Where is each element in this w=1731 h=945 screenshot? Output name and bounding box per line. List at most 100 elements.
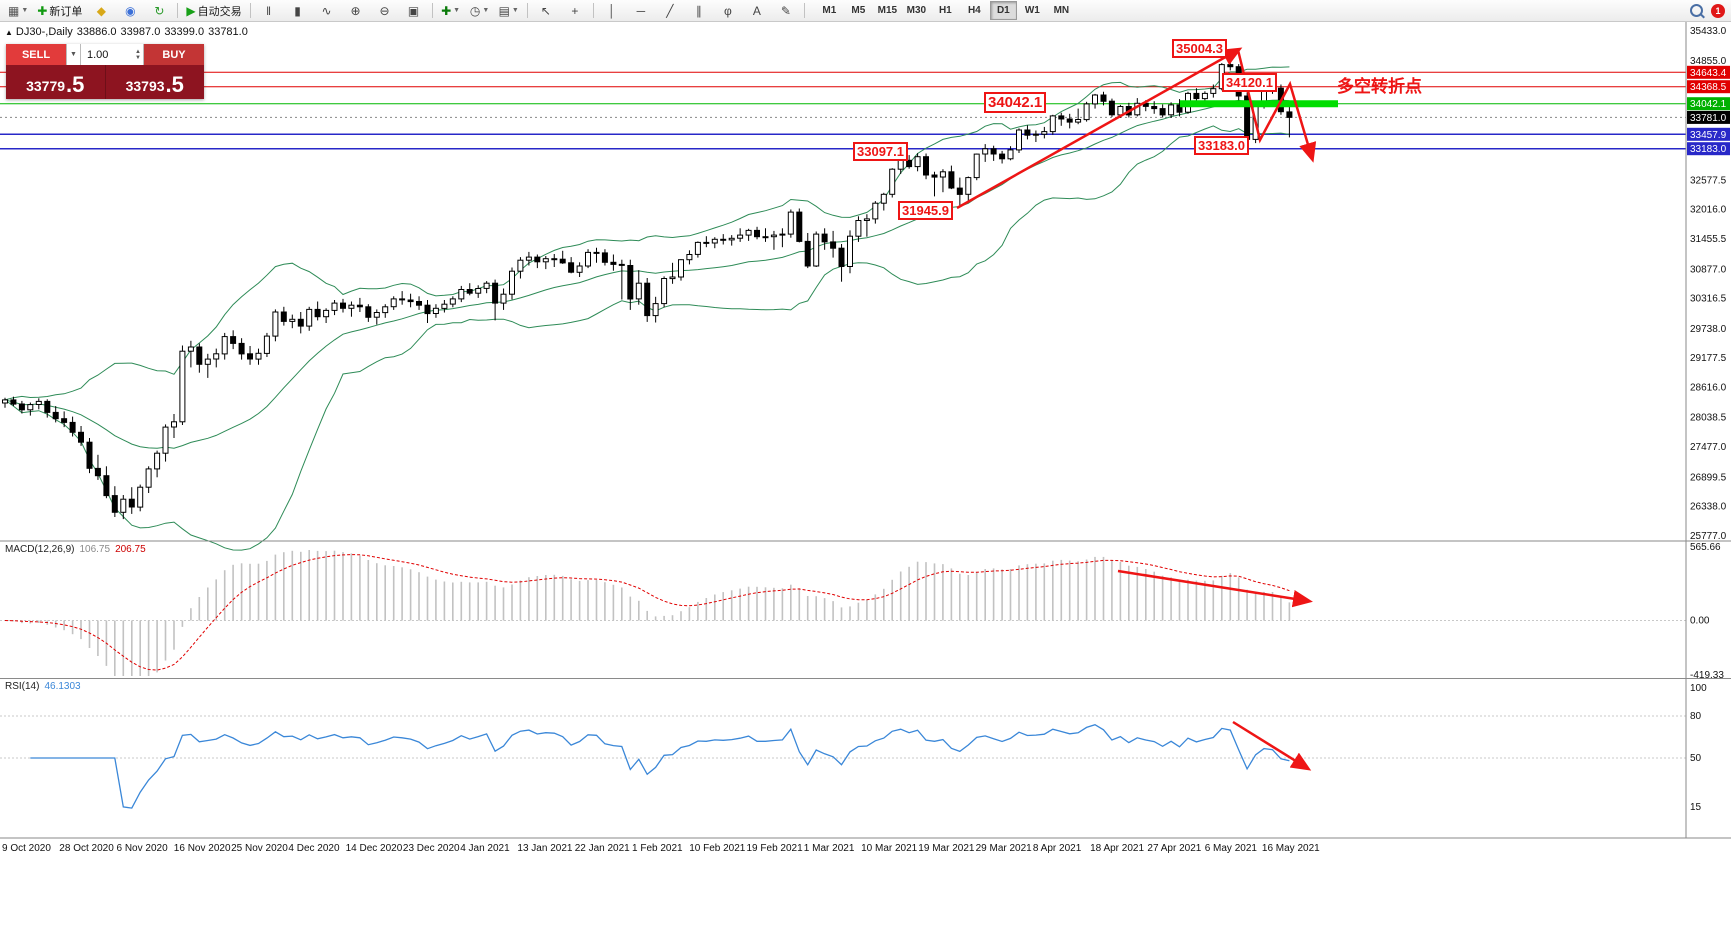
horizontal-line-icon[interactable]: ─ <box>636 3 646 18</box>
svg-text:15: 15 <box>1690 802 1702 813</box>
buy-price-main: 33793 <box>125 78 165 94</box>
trendline-icon[interactable]: ╱ <box>666 3 674 18</box>
svg-text:26338.0: 26338.0 <box>1690 502 1727 513</box>
svg-text:14 Dec 2020: 14 Dec 2020 <box>346 843 403 854</box>
macd-scale[interactable]: 565.66 0.00 -419.33 <box>1690 542 1724 681</box>
toolbar: ▦ ▼ ✚ 新订单 ◆ ◉ ↻ ▶ 自动交易 ‖ ▮ ∿ ⊕ ⊖ ▣ ✚ ▼ ◷ ▼ ▤ ▼ ↖ + │ ─ ╱ ∥ φ A ✎ M1 M5… <box>0 0 1731 22</box>
new-order-button[interactable]: ✚ 新订单 <box>37 3 83 18</box>
indicators-icon[interactable]: ✚ ▼ <box>441 3 461 18</box>
svg-text:16 Nov 2020: 16 Nov 2020 <box>174 843 231 854</box>
sell-price-main: 33779 <box>26 78 66 94</box>
sell-price[interactable]: 33779 .5 <box>6 65 105 99</box>
macd-signal-value: 206.75 <box>115 544 146 555</box>
timeframe-w1[interactable]: W1 <box>1024 5 1040 16</box>
timeframe-h1[interactable]: H1 <box>938 5 952 16</box>
macd-histogram <box>12 550 1291 676</box>
chart-canvas[interactable]: 35433.0 34855.0 32577.5 32016.0 31455.5 30877… <box>0 22 1731 945</box>
svg-text:28038.5: 28038.5 <box>1690 413 1727 424</box>
annotation-minor-level[interactable]: 34120.1 <box>1222 73 1277 92</box>
annotation-trend-start[interactable]: 31945.9 <box>898 201 953 220</box>
 <box>4 99 1290 449</box>
macd-main-value: 106.75 <box>79 544 111 555</box>
volume-value: 1.00 <box>87 48 109 61</box>
svg-text:28616.0: 28616.0 <box>1690 383 1727 394</box>
chart-window-icon[interactable]: ▦ ▼ <box>8 3 29 18</box>
buy-price[interactable]: 33793 .5 <box>104 65 205 99</box>
macd-name: MACD(12,26,9) <box>5 544 75 555</box>
arrows-tool-icon[interactable]: ✎ <box>780 3 791 18</box>
annotation-peak[interactable]: 35004.3 <box>1172 39 1227 58</box>
toolbar-separator <box>249 3 251 18</box>
svg-text:10 Mar 2021: 10 Mar 2021 <box>861 843 918 854</box>
svg-text:30877.0: 30877.0 <box>1690 264 1727 275</box>
market-watch-icon[interactable]: ◉ <box>125 3 136 18</box>
svg-text:100: 100 <box>1690 683 1707 694</box>
svg-text:29177.5: 29177.5 <box>1690 353 1727 364</box>
svg-text:32016.0: 32016.0 <box>1690 205 1727 216</box>
sell-button[interactable]: SELL <box>6 44 66 65</box>
cursor-icon[interactable]: ↖ <box>540 3 551 18</box>
rsi-line <box>30 723 1290 809</box>
channel-icon[interactable]: ∥ <box>695 3 702 18</box>
volume-dropdown[interactable]: ▼ <box>66 44 80 65</box>
timeframe-m1[interactable]: M1 <box>822 5 837 16</box>
trend-up-arrow[interactable] <box>956 47 1243 210</box>
chart-expand-icon[interactable]: ▲ <box>5 28 13 37</box>
annotation-march-high[interactable]: 33097.1 <box>853 142 908 161</box>
zoom-out-icon[interactable]: ⊖ <box>379 3 390 18</box>
notification-badge[interactable]: 1 <box>1711 3 1725 18</box>
search-icon[interactable] <box>1690 4 1703 17</box>
svg-text:28 Oct 2020: 28 Oct 2020 <box>59 843 114 854</box>
timeframe-m5[interactable]: M5 <box>851 5 866 16</box>
timeframe-d1[interactable]: D1 <box>989 1 1017 20</box>
chart-title: ▲ DJ30-,Daily 33886.0 33987.0 33399.0 33781.0 <box>5 26 252 38</box>
timeframe-mn[interactable]: MN <box>1053 5 1070 16</box>
metaeditor-icon[interactable]: ◆ <box>96 3 106 18</box>
candles-chart-icon[interactable]: ▮ <box>294 3 301 18</box>
timeframe-m30[interactable]: M30 <box>906 5 927 16</box>
annotation-resistance[interactable]: 34042.1 <box>984 92 1047 113</box>
autotrading-button[interactable]: ▶ 自动交易 <box>186 3 242 18</box>
tile-windows-icon[interactable]: ▣ <box>407 3 420 18</box>
vertical-line-icon[interactable]: │ <box>608 3 616 18</box>
svg-text:29738.0: 29738.0 <box>1690 324 1727 335</box>
refresh-icon[interactable]: ↻ <box>154 3 165 18</box>
buy-button[interactable]: BUY <box>144 44 204 65</box>
volume-stepper[interactable]: 1.00 ▲ ▼ <box>80 44 144 65</box>
rsi-name: RSI(14) <box>5 681 40 692</box>
macd-label: MACD(12,26,9) 106.75 206.75 <box>5 544 146 555</box>
rsi-trend-arrow[interactable] <box>1232 720 1312 771</box>
toolbar-separator <box>431 3 433 18</box>
svg-text:34643.4: 34643.4 <box>1690 68 1727 79</box>
volume-spinner-icon[interactable]: ▲ ▼ <box>135 48 141 61</box>
price-scale[interactable]: 35433.0 34855.0 32577.5 32016.0 31455.5 30877… <box>1687 26 1730 542</box>
svg-text:1 Mar 2021: 1 Mar 2021 <box>804 843 855 854</box>
svg-text:6 May 2021: 6 May 2021 <box>1205 843 1258 854</box>
svg-text:0.00: 0.00 <box>1690 616 1710 627</box>
symbol-period-label: DJ30-,Daily <box>15 26 73 38</box>
periods-icon[interactable]: ◷ ▼ <box>469 3 490 18</box>
trend-zigzag-arrow[interactable] <box>1236 49 1317 163</box>
crosshair-icon[interactable]: + <box>571 3 579 18</box>
svg-text:19 Feb 2021: 19 Feb 2021 <box>747 843 804 854</box>
timeframe-h4[interactable]: H4 <box>967 5 981 16</box>
annotation-support-low[interactable]: 33183.0 <box>1194 136 1249 155</box>
bars-chart-icon[interactable]: ‖ <box>266 3 272 18</box>
svg-text:35433.0: 35433.0 <box>1690 26 1727 37</box>
fibonacci-icon[interactable]: φ <box>723 3 732 18</box>
date-axis[interactable]: 9 Oct 2020 28 Oct 2020 6 Nov 2020 16 Nov 20… <box>2 843 1320 854</box>
rsi-scale[interactable]: 100 80 50 15 <box>1690 683 1707 813</box>
timeframe-m15[interactable]: M15 <box>877 5 898 16</box>
svg-text:27 Apr 2021: 27 Apr 2021 <box>1147 843 1201 854</box>
text-tool-icon[interactable]: A <box>752 3 761 18</box>
buy-price-decimal: .5 <box>165 72 184 97</box>
svg-text:25777.0: 25777.0 <box>1690 531 1727 542</box>
macd-trend-arrow[interactable] <box>1117 569 1313 608</box>
low-value: 33399.0 <box>164 26 205 38</box>
line-chart-icon[interactable]: ∿ <box>321 3 332 18</box>
zoom-in-icon[interactable]: ⊕ <box>350 3 361 18</box>
turning-point-note[interactable]: 多空转折点 <box>1337 77 1422 96</box>
svg-text:9 Oct 2020: 9 Oct 2020 <box>2 843 51 854</box>
templates-icon[interactable]: ▤ ▼ <box>498 3 519 18</box>
